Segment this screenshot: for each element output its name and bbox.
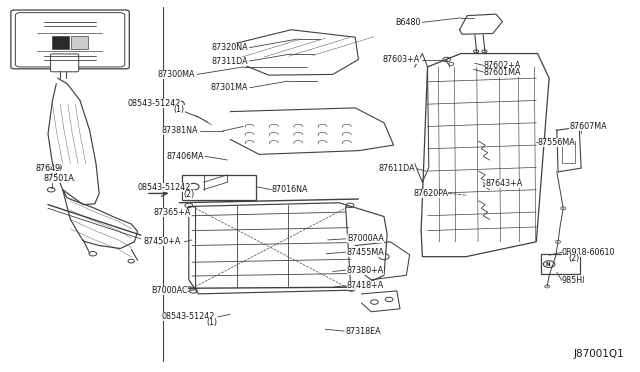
Text: (1): (1) — [207, 318, 218, 327]
Polygon shape — [230, 30, 358, 75]
Text: 87602+A: 87602+A — [484, 61, 521, 70]
Text: 87450+A: 87450+A — [144, 237, 181, 246]
Text: 985HI: 985HI — [562, 276, 586, 285]
Circle shape — [449, 62, 454, 65]
Circle shape — [549, 266, 554, 269]
Text: 08543-51242: 08543-51242 — [162, 312, 215, 321]
Circle shape — [348, 287, 355, 291]
FancyBboxPatch shape — [15, 13, 125, 67]
Text: 87649: 87649 — [35, 164, 60, 173]
Text: B6480: B6480 — [396, 18, 421, 27]
Text: 87643+A: 87643+A — [485, 179, 522, 188]
Text: J87001Q1: J87001Q1 — [573, 349, 624, 359]
Text: 87603+A: 87603+A — [383, 55, 420, 64]
Text: 87501A: 87501A — [44, 174, 74, 183]
Circle shape — [543, 261, 555, 267]
Text: 87607MA: 87607MA — [569, 122, 607, 131]
Bar — [182, 175, 256, 200]
Text: 87620PA: 87620PA — [413, 189, 448, 198]
Bar — [52, 36, 69, 49]
Text: 87380+A: 87380+A — [347, 266, 384, 275]
Polygon shape — [355, 242, 410, 280]
Text: B7000AC: B7000AC — [152, 286, 188, 295]
Circle shape — [188, 183, 199, 190]
Circle shape — [346, 203, 354, 208]
Circle shape — [189, 289, 197, 293]
Polygon shape — [230, 108, 394, 154]
Text: 87455MA: 87455MA — [347, 248, 385, 257]
Polygon shape — [557, 127, 581, 172]
Text: 87016NA: 87016NA — [272, 185, 308, 194]
FancyBboxPatch shape — [51, 54, 79, 72]
Circle shape — [47, 187, 55, 192]
Text: 87406MA: 87406MA — [166, 152, 204, 161]
Circle shape — [186, 287, 193, 291]
Circle shape — [185, 203, 193, 208]
Circle shape — [474, 50, 479, 53]
Text: 08543-51242: 08543-51242 — [138, 183, 191, 192]
Polygon shape — [362, 291, 400, 312]
Text: 87311DA: 87311DA — [212, 57, 248, 65]
Text: (1): (1) — [174, 105, 185, 114]
Polygon shape — [460, 14, 502, 34]
Polygon shape — [421, 54, 549, 257]
Circle shape — [545, 285, 550, 288]
Text: 87418+A: 87418+A — [347, 281, 384, 290]
Circle shape — [556, 240, 561, 243]
Text: 87381NA: 87381NA — [162, 126, 198, 135]
FancyBboxPatch shape — [11, 10, 129, 69]
Circle shape — [379, 254, 389, 260]
Bar — [562, 141, 575, 163]
FancyBboxPatch shape — [541, 254, 580, 274]
Text: 87320NA: 87320NA — [212, 43, 248, 52]
Circle shape — [482, 50, 487, 53]
Circle shape — [89, 251, 97, 256]
Text: 87365+A: 87365+A — [154, 208, 191, 217]
Text: 87501A: 87501A — [45, 174, 76, 183]
Circle shape — [561, 207, 566, 210]
Text: (2): (2) — [183, 190, 195, 199]
Text: 87301MA: 87301MA — [211, 83, 248, 92]
Text: 87611DA: 87611DA — [378, 164, 415, 173]
Text: 0B918-60610: 0B918-60610 — [562, 248, 616, 257]
Circle shape — [172, 100, 184, 108]
Text: 87556MA: 87556MA — [538, 138, 575, 147]
Text: 87649: 87649 — [37, 164, 62, 173]
Circle shape — [371, 300, 378, 304]
Bar — [71, 36, 88, 49]
Text: 87601MA: 87601MA — [484, 68, 522, 77]
Circle shape — [443, 57, 451, 62]
Polygon shape — [189, 203, 387, 294]
Text: S: S — [185, 184, 190, 189]
Text: B7000AA: B7000AA — [347, 234, 384, 243]
Text: 87318EA: 87318EA — [346, 327, 381, 336]
Polygon shape — [415, 54, 429, 182]
Text: 08543-51242: 08543-51242 — [128, 99, 181, 108]
Circle shape — [385, 297, 393, 302]
Text: S: S — [176, 102, 180, 107]
Text: (2): (2) — [568, 254, 580, 263]
Text: 87300MA: 87300MA — [157, 70, 195, 79]
Circle shape — [128, 259, 134, 263]
Text: N: N — [545, 262, 550, 267]
